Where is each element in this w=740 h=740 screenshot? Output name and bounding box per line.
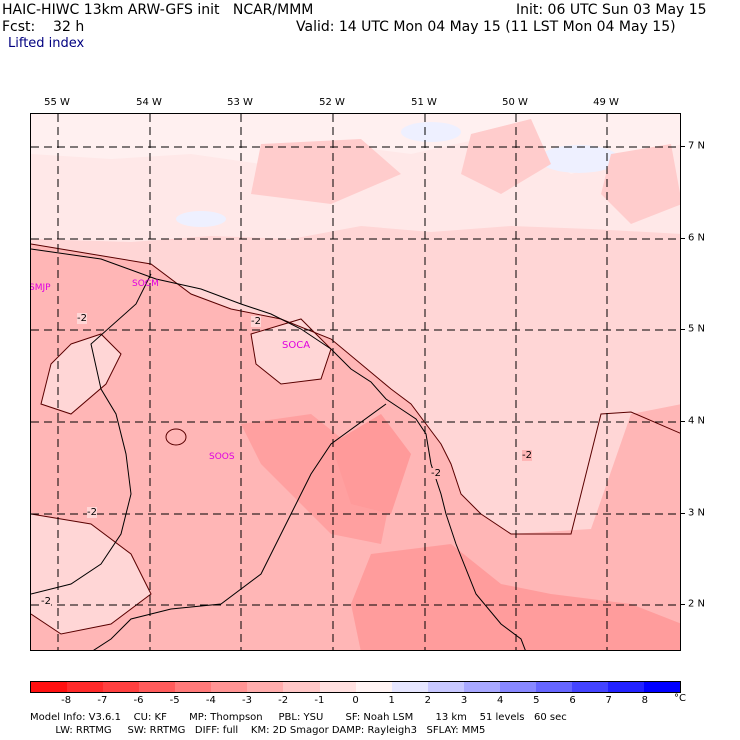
colorbar-swatch <box>463 682 500 692</box>
colorbar-label: 8 <box>641 695 649 706</box>
colorbar-label: 0 <box>352 695 359 706</box>
contour-label: -2 <box>431 468 441 479</box>
colorbar-swatch <box>103 682 140 692</box>
lon-label-54w: 54 W <box>136 97 162 108</box>
colorbar-label: 5 <box>533 695 540 706</box>
field-hole <box>31 514 151 634</box>
station-smjp: SMJP <box>30 283 51 293</box>
forecast-hour: Fcst: 32 h <box>2 19 85 35</box>
colorbar-label: 4 <box>496 695 504 706</box>
colorbar-label: 1 <box>388 695 395 706</box>
field-pink-patch <box>601 144 680 224</box>
colorbar-swatch <box>211 682 248 692</box>
contour-line <box>250 318 332 385</box>
colorbar-label: -1 <box>314 695 325 706</box>
valid-time: Valid: 14 UTC Mon 04 May 15 (11 LST Mon … <box>296 19 676 35</box>
footer-physics-info: LW: RRTMG SW: RRTMG DIFF: full KM: 2D Sm… <box>30 725 486 736</box>
coastline <box>31 248 526 650</box>
lon-label-52w: 52 W <box>319 97 345 108</box>
lon-label-50w: 50 W <box>502 97 528 108</box>
contour-label: -2 <box>77 313 87 324</box>
colorbar-swatch <box>427 682 464 692</box>
colorbar-swatch <box>499 682 536 692</box>
colorbar-label: 6 <box>569 695 576 706</box>
map-panel: SMJP SOCM SOCA SOOS -2 -2 -2 -2 -2 -2 <box>30 113 681 651</box>
contour-label: -2 <box>87 507 97 518</box>
colorbar-label: -8 <box>61 695 72 706</box>
field-blue-patch <box>539 145 619 173</box>
lat-label-7n: 7 N <box>688 140 706 152</box>
field-pink-patch <box>251 139 401 204</box>
colorbar-swatch <box>355 682 392 692</box>
lat-label-2n: 2 N <box>688 598 706 610</box>
field-pink-patch <box>461 119 551 194</box>
contour-label: -2 <box>41 596 51 607</box>
field-blue-patch <box>176 211 226 227</box>
colorbar-label: -5 <box>169 695 180 706</box>
colorbar-label: -3 <box>242 695 252 706</box>
colorbar-label: 2 <box>424 695 432 706</box>
colorbar-swatch <box>247 682 284 692</box>
border-suriname <box>31 273 152 595</box>
field-title: Lifted index <box>8 36 85 51</box>
station-socm: SOCM <box>132 279 159 289</box>
lat-tick <box>681 329 685 330</box>
colorbar-swatch <box>644 682 681 692</box>
lat-tick <box>681 421 685 422</box>
station-soos: SOOS <box>209 452 235 462</box>
colorbar-swatch <box>319 682 356 692</box>
lon-label-53w: 53 W <box>227 97 253 108</box>
contour-label: -2 <box>522 450 532 461</box>
colorbar-swatch <box>608 682 645 692</box>
lon-label-55w: 55 W <box>44 97 70 108</box>
lat-tick <box>681 146 685 147</box>
lat-label-3n: 3 N <box>688 507 706 519</box>
contour-line <box>165 428 187 446</box>
colorbar-unit: °C <box>674 693 686 704</box>
lat-tick <box>681 604 685 605</box>
colorbar-swatch <box>67 682 104 692</box>
colorbar-label: -2 <box>278 695 289 706</box>
border-french-guiana <box>93 403 387 650</box>
colorbar-swatch <box>139 682 176 692</box>
lat-label-6n: 6 N <box>688 232 706 244</box>
colorbar-label: 3 <box>460 695 468 706</box>
lat-tick <box>681 238 685 239</box>
field-dark-patch <box>331 414 411 514</box>
colorbar-label: -6 <box>133 695 144 706</box>
colorbar-label: 7 <box>605 695 612 706</box>
footer-model-info: Model Info: V3.6.1 CU: KF MP: Thompson P… <box>30 712 567 723</box>
colorbar-swatch <box>391 682 428 692</box>
contour-label: -2 <box>251 316 261 327</box>
lon-label-49w: 49 W <box>593 97 619 108</box>
lat-tick <box>681 513 685 514</box>
colorbar-swatch <box>571 682 608 692</box>
contour-line <box>31 243 680 535</box>
lat-label-5n: 5 N <box>688 323 706 335</box>
init-time: Init: 06 UTC Sun 03 May 15 <box>516 2 707 18</box>
lifted-index-field <box>31 114 680 650</box>
colorbar-swatch <box>31 682 68 692</box>
contour-line <box>31 513 152 635</box>
station-soca: SOCA <box>282 340 311 351</box>
colorbar-swatch <box>175 682 212 692</box>
field-dark-patch <box>241 414 391 544</box>
colorbar <box>30 681 681 693</box>
colorbar-label: -7 <box>97 695 108 706</box>
contour-line <box>40 333 122 415</box>
lon-label-51w: 51 W <box>411 97 437 108</box>
lat-lon-grid <box>31 114 680 650</box>
field-blue-patch <box>401 122 461 142</box>
lat-label-4n: 4 N <box>688 415 706 427</box>
colorbar-swatch <box>283 682 320 692</box>
colorbar-swatch <box>535 682 572 692</box>
colorbar-label: -4 <box>205 695 216 706</box>
model-title: HAIC-HIWC 13km ARW-GFS init NCAR/MMM <box>2 2 314 18</box>
